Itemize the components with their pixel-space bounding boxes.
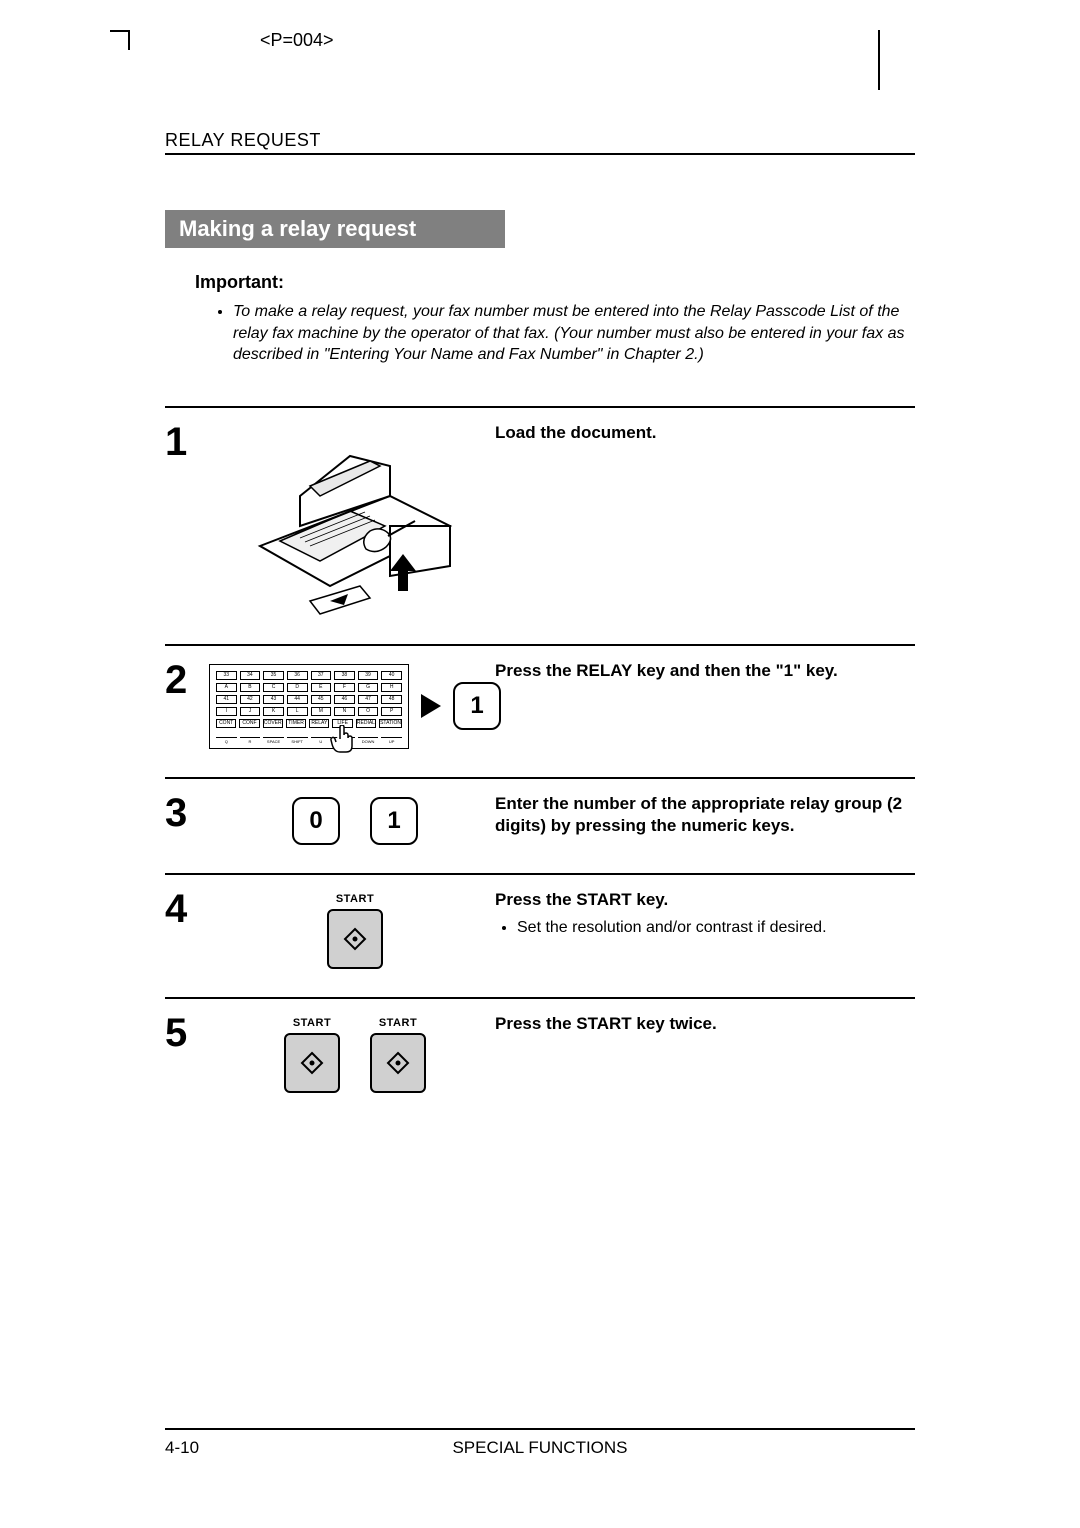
crop-mark [128,30,130,50]
footer-title: SPECIAL FUNCTIONS [165,1438,915,1458]
important-label: Important: [195,272,915,293]
content-area: RELAY REQUEST Making a relay request Imp… [165,130,915,1103]
step-title: Press the START key. [495,889,915,911]
step-title: Press the START key twice. [495,1013,915,1035]
step-number: 2 [165,660,215,700]
keypad-row: 33 34 35 36 37 38 39 40 [216,671,402,680]
key-1: 1 [370,797,418,845]
key-0: 0 [292,797,340,845]
step-number: 4 [165,889,215,929]
step-text: Load the document. [495,422,915,450]
step-title: Enter the number of the appropriate rela… [495,793,915,837]
start-key-icon [327,909,383,969]
step-1: 1 [165,406,915,644]
step-text: Press the START key twice. [495,1013,915,1041]
step-5: 5 START STA [165,997,915,1103]
step-3: 3 0 1 Enter the number of the appropriat… [165,777,915,873]
important-text: To make a relay request, your fax number… [233,301,905,366]
step-illustration: 33 34 35 36 37 38 39 40 [225,660,485,749]
important-note: To make a relay request, your fax number… [215,301,905,366]
keypad-row: I J K L M N O P [216,707,402,716]
step-illustration: 0 1 [225,793,485,845]
step-number: 5 [165,1013,215,1053]
step-bullet: Set the resolution and/or contrast if de… [517,917,915,939]
step-illustration: START START [225,1013,485,1093]
keypad-panel-illustration: 33 34 35 36 37 38 39 40 [209,664,409,749]
section-title: Making a relay request [165,210,505,248]
step-2: 2 33 34 35 36 37 38 [165,644,915,777]
steps-list: 1 [165,406,915,1103]
arrow-right-icon [421,694,441,718]
fax-machine-illustration [240,426,470,616]
keypad-row: CONT CONF COVER TIMER RELAY LIFE REDIAL … [216,719,402,728]
start-key-icon [370,1033,426,1093]
step-number: 1 [165,422,215,462]
step-4: 4 START Press the START key. [165,873,915,997]
start-key-group: START [327,893,383,969]
step-illustration [225,422,485,616]
page: <P=004> RELAY REQUEST Making a relay req… [0,0,1080,1528]
hand-pointer-icon [330,725,356,760]
step-number: 3 [165,793,215,833]
key-1: 1 [453,682,501,730]
start-label: START [293,1017,331,1029]
start-key-group: START [284,1017,340,1093]
page-footer: 4-10 SPECIAL FUNCTIONS [165,1428,915,1458]
step-illustration: START [225,889,485,969]
step-text: Press the RELAY key and then the "1" key… [495,660,915,688]
start-label: START [379,1017,417,1029]
keypad-row: A B C D E F G H [216,683,402,692]
crop-mark [110,30,130,32]
running-head: RELAY REQUEST [165,130,915,155]
page-number: 4-10 [165,1438,199,1458]
page-code: <P=004> [260,30,334,51]
crop-mark [878,30,880,90]
start-key-group: START [370,1017,426,1093]
keypad-row: 41 42 43 44 45 46 47 48 [216,695,402,704]
step-title: Load the document. [495,422,915,444]
start-label: START [336,893,374,905]
step-title: Press the RELAY key and then the "1" key… [495,660,915,682]
start-key-icon [284,1033,340,1093]
step-text: Press the START key. Set the resolution … [495,889,915,939]
step-text: Enter the number of the appropriate rela… [495,793,915,843]
